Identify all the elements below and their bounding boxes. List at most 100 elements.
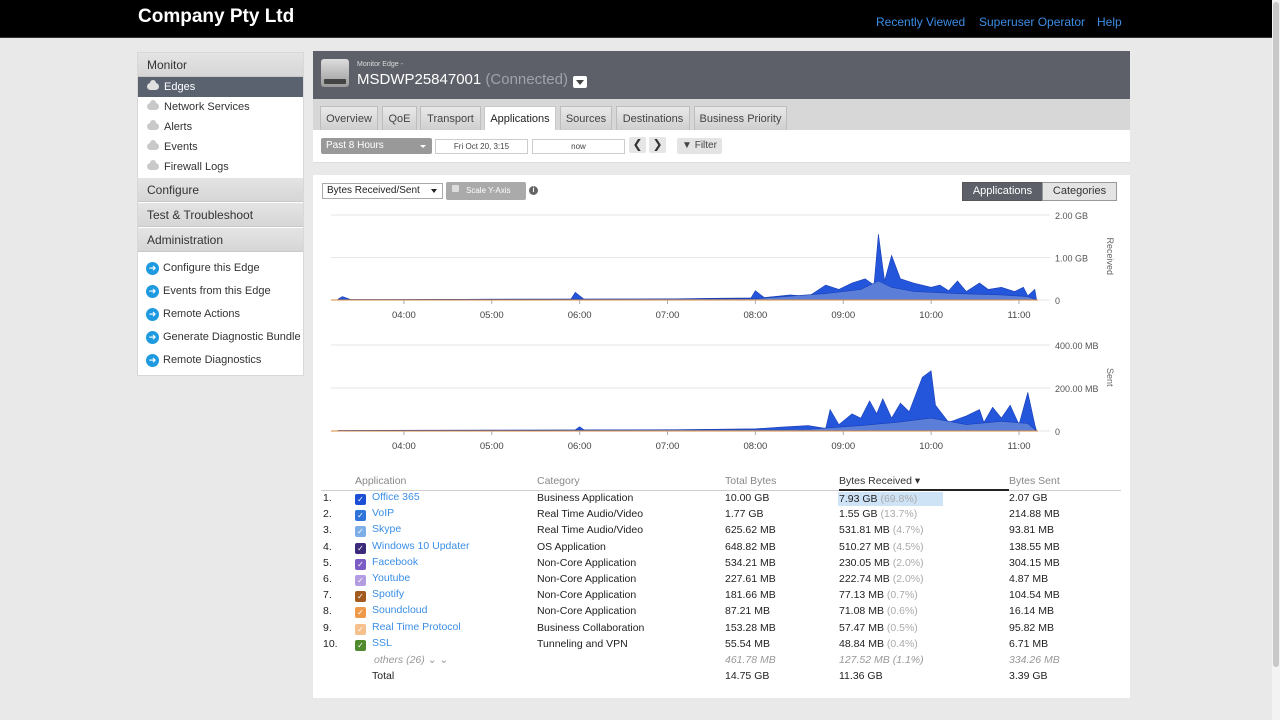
- tab-sources[interactable]: Sources: [560, 106, 612, 130]
- table-row[interactable]: 10. ✓ SSL Tunneling and VPN 55.54 MB 48.84 MB…: [321, 636, 1121, 652]
- action-remote-actions[interactable]: ➜ Remote Actions: [138, 303, 303, 326]
- col-bytes-sent[interactable]: Bytes Sent: [1009, 472, 1121, 491]
- scale-y-axis-toggle[interactable]: Scale Y-Axis: [446, 182, 526, 200]
- action-events-from-edge[interactable]: ➜ Events from this Edge: [138, 280, 303, 303]
- sidebar-section-configure[interactable]: Configure: [138, 178, 303, 202]
- col-category[interactable]: Category: [537, 472, 725, 491]
- sidebar-item-firewall-logs[interactable]: Firewall Logs: [138, 157, 303, 177]
- chart-received: 2.00 GB 1.00 GB 0 Received 04:00 05:00 06:00 07…: [331, 211, 1115, 321]
- app-link[interactable]: SSL: [372, 636, 392, 649]
- filter-button[interactable]: ▼ Filter: [677, 138, 722, 154]
- sidebar: Monitor Edges Network Services Alerts Ev…: [137, 52, 304, 376]
- sidebar-item-network-services[interactable]: Network Services: [138, 97, 303, 117]
- edge-header: Monitor Edge - MSDWP25847001 (Connected): [313, 51, 1130, 99]
- table-row[interactable]: 7. ✓ Spotify Non-Core Application 181.66 MB 7…: [321, 587, 1121, 603]
- nav-user-menu[interactable]: Superuser Operator: [979, 15, 1086, 29]
- cloud-icon: [147, 160, 159, 170]
- checkbox-checked-icon[interactable]: ✓: [355, 623, 366, 635]
- row-index: [321, 668, 355, 684]
- others-row[interactable]: others (26) ⌄ ⌄ 461.78 MB 127.52 MB (1.1%)…: [321, 652, 1121, 668]
- checkbox-checked-icon[interactable]: ✓: [355, 575, 366, 587]
- app-link[interactable]: Office 365: [372, 491, 420, 504]
- total-bytes-cell: 87.21 MB: [725, 605, 770, 618]
- checkbox-checked-icon[interactable]: ✓: [355, 639, 366, 651]
- bytes-received-value: 222.74 MB: [839, 573, 890, 586]
- nav-recently-viewed[interactable]: Recently Viewed: [876, 15, 966, 29]
- totals-row: Total 14.75 GB 11.36 GB 3.39 GB: [321, 668, 1121, 684]
- tab-qoe[interactable]: QoE: [382, 106, 417, 130]
- category-cell: Non-Core Application: [537, 573, 637, 586]
- tab-business-priority[interactable]: Business Priority: [694, 106, 787, 130]
- edge-subtitle: Monitor Edge -: [357, 61, 403, 68]
- sidebar-item-label: Firewall Logs: [164, 161, 229, 173]
- tab-applications[interactable]: Applications: [484, 106, 556, 130]
- category-cell: OS Application: [537, 540, 606, 553]
- app-link[interactable]: Windows 10 Updater: [372, 539, 470, 552]
- bytes-sent-cell: 214.88 MB: [1009, 508, 1060, 521]
- table-row[interactable]: 4. ✓ Windows 10 Updater OS Application 648.8…: [321, 539, 1121, 555]
- checkbox-checked-icon[interactable]: ✓: [355, 558, 366, 570]
- sidebar-section-test[interactable]: Test & Troubleshoot: [138, 203, 303, 227]
- arrow-right-icon: ➜: [146, 308, 159, 321]
- tab-overview[interactable]: Overview: [320, 106, 378, 130]
- sidebar-item-edges[interactable]: Edges: [138, 77, 303, 97]
- bytes-sent-cell: 334.26 MB: [1009, 653, 1060, 666]
- start-date-field[interactable]: Fri Oct 20, 3:15: [435, 139, 528, 154]
- metric-select[interactable]: Bytes Received/Sent: [322, 183, 443, 199]
- bytes-received-cell: 48.84 MB (0.4%): [839, 636, 1009, 652]
- sidebar-item-alerts[interactable]: Alerts: [138, 117, 303, 137]
- checkbox-checked-icon[interactable]: ✓: [355, 591, 366, 603]
- bytes-received-cell: 77.13 MB (0.7%): [839, 587, 1009, 603]
- action-generate-diagnostic-bundle[interactable]: ➜ Generate Diagnostic Bundle: [138, 326, 303, 349]
- col-application[interactable]: Application: [355, 472, 537, 491]
- view-applications-button[interactable]: Applications: [962, 182, 1043, 201]
- checkbox-checked-icon[interactable]: ✓: [355, 542, 366, 554]
- bytes-received-value: 230.05 MB: [839, 556, 890, 569]
- table-row[interactable]: 9. ✓ Real Time Protocol Business Collaborat…: [321, 620, 1121, 636]
- table-row[interactable]: 5. ✓ Facebook Non-Core Application 534.21 MB…: [321, 555, 1121, 571]
- applications-table: Application Category Total Bytes Bytes R…: [321, 472, 1121, 684]
- app-link[interactable]: Soundcloud: [372, 604, 428, 617]
- scrollbar-thumb[interactable]: [1273, 2, 1279, 667]
- page-scrollbar[interactable]: [1272, 0, 1280, 720]
- table-row[interactable]: 8. ✓ Soundcloud Non-Core Application 87.21 M…: [321, 603, 1121, 619]
- col-bytes-received[interactable]: Bytes Received ▾: [839, 472, 1009, 491]
- total-bytes-cell: 181.66 MB: [725, 589, 776, 602]
- sidebar-section-monitor[interactable]: Monitor: [138, 53, 303, 77]
- app-link[interactable]: Real Time Protocol: [372, 620, 461, 633]
- action-remote-diagnostics[interactable]: ➜ Remote Diagnostics: [138, 349, 303, 372]
- app-link[interactable]: Youtube: [372, 572, 411, 585]
- app-link[interactable]: Spotify: [372, 588, 405, 601]
- table-row[interactable]: 3. ✓ Skype Real Time Audio/Video 625.62 MB 53…: [321, 522, 1121, 538]
- app-link[interactable]: Facebook: [372, 555, 419, 568]
- col-total-bytes[interactable]: Total Bytes: [725, 472, 839, 491]
- row-index: [321, 652, 355, 668]
- x-tick-label: 07:00: [656, 441, 680, 452]
- edge-dropdown-button[interactable]: [573, 76, 587, 88]
- tab-transport[interactable]: Transport: [420, 106, 481, 130]
- end-date-field[interactable]: now: [532, 139, 625, 154]
- info-icon[interactable]: i: [529, 186, 538, 195]
- next-range-button[interactable]: ❯: [649, 137, 666, 153]
- checkbox-checked-icon[interactable]: ✓: [355, 607, 366, 619]
- prev-range-button[interactable]: ❮: [629, 137, 646, 153]
- sidebar-section-administration[interactable]: Administration: [138, 228, 303, 252]
- checkbox-checked-icon[interactable]: ✓: [355, 510, 366, 522]
- category-cell: [537, 668, 725, 684]
- sidebar-item-events[interactable]: Events: [138, 137, 303, 157]
- table-row[interactable]: 1. ✓ Office 365 Business Application 10.00 G…: [321, 490, 1121, 506]
- others-label[interactable]: others (26) ⌄ ⌄: [374, 653, 449, 666]
- nav-help[interactable]: Help: [1097, 15, 1122, 29]
- view-categories-button[interactable]: Categories: [1042, 182, 1117, 201]
- action-configure-edge[interactable]: ➜ Configure this Edge: [138, 257, 303, 280]
- time-range-select[interactable]: Past 8 Hours: [321, 138, 432, 154]
- row-index: 7.: [323, 589, 332, 602]
- app-link[interactable]: Skype: [372, 523, 402, 536]
- table-row[interactable]: 2. ✓ VoIP Real Time Audio/Video 1.77 GB 1.55 …: [321, 506, 1121, 522]
- checkbox-checked-icon[interactable]: ✓: [355, 494, 366, 506]
- tab-destinations[interactable]: Destinations: [616, 106, 690, 130]
- app-cell: ✓ Office 365: [355, 490, 537, 506]
- app-link[interactable]: VoIP: [372, 507, 395, 520]
- checkbox-checked-icon[interactable]: ✓: [355, 526, 366, 538]
- table-row[interactable]: 6. ✓ Youtube Non-Core Application 227.61 MB 2…: [321, 571, 1121, 587]
